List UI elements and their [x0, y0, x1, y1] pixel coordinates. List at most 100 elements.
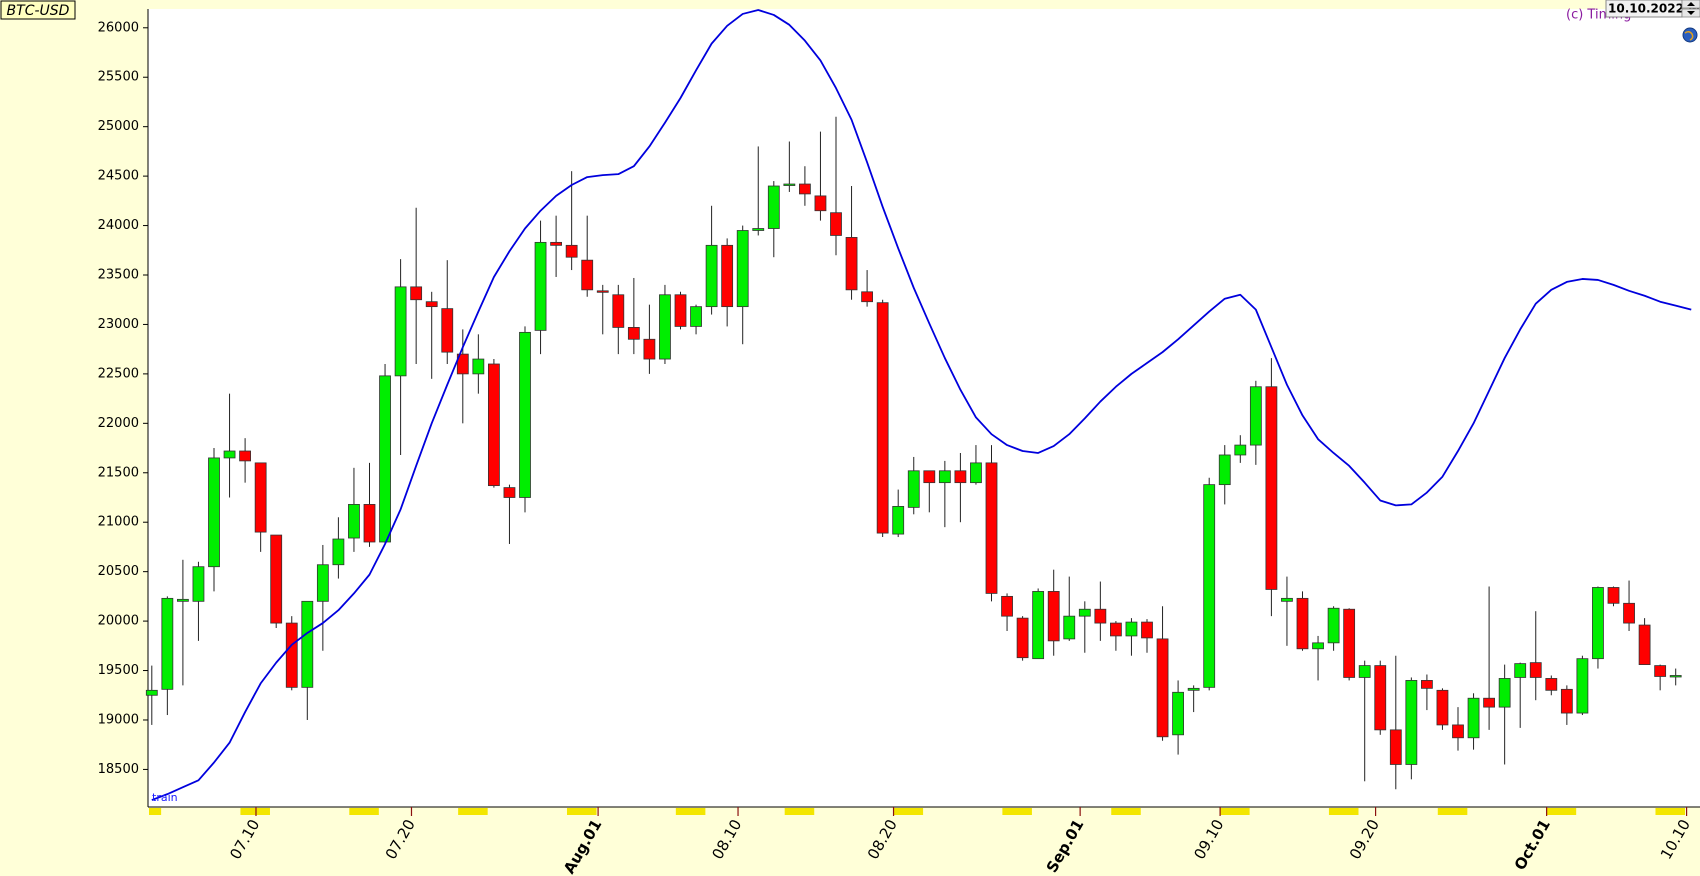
candle-body: [721, 244, 734, 308]
candle-body: [332, 538, 345, 566]
candle-body: [472, 358, 485, 375]
candle-body: [192, 566, 205, 602]
candle-body: [767, 185, 780, 229]
candles: [145, 116, 1682, 790]
candle-body: [581, 259, 594, 291]
scroll-down-arrow[interactable]: [1687, 11, 1695, 15]
candle-body: [1623, 602, 1635, 624]
candle-body: [441, 308, 454, 353]
candle-body: [316, 564, 329, 602]
candle-body: [659, 294, 671, 360]
candle-body: [1436, 689, 1449, 726]
weekend-marker: [675, 808, 706, 815]
candle-body: [379, 375, 391, 543]
candle-body: [1032, 591, 1045, 660]
candle-body: [487, 363, 500, 487]
candle-body: [301, 600, 314, 688]
candle-body: [876, 302, 889, 534]
candle-body: [363, 504, 376, 543]
candle-body: [814, 195, 827, 212]
candle-body: [1249, 386, 1262, 446]
candle-body: [270, 534, 283, 624]
chart-title: BTC-USD: [7, 3, 70, 19]
y-tick-label: 23000: [98, 317, 139, 332]
candle-body: [239, 450, 252, 462]
candle-body: [550, 241, 562, 246]
candle-body: [1234, 444, 1247, 456]
candle-body: [1514, 663, 1527, 678]
candle-body: [643, 338, 656, 360]
y-tick-label: 19000: [98, 712, 139, 727]
date-box-text[interactable]: 10.10.2022 M: [1608, 2, 1700, 16]
candle-body: [254, 462, 267, 533]
candle-body: [830, 212, 842, 236]
candle-body: [1016, 617, 1029, 659]
candle-body: [410, 286, 423, 301]
candle-body: [425, 301, 438, 308]
candle-body: [503, 487, 516, 498]
candle-body: [1545, 678, 1558, 691]
candle-body: [938, 470, 951, 484]
y-tick-label: 20500: [98, 564, 139, 579]
candle-body: [519, 331, 531, 498]
title-box: [0, 0, 76, 20]
y-tick-label: 21500: [98, 465, 139, 480]
candle-body: [1358, 665, 1371, 678]
candle-body: [1296, 597, 1309, 650]
weekend-marker: [784, 808, 815, 815]
candle-body: [1281, 597, 1293, 602]
candle-body: [223, 450, 236, 459]
candle-body: [1654, 665, 1667, 677]
candle-body: [1187, 687, 1200, 691]
weekend-marker: [349, 808, 379, 815]
candle-body: [1265, 386, 1278, 590]
candle-body: [1327, 607, 1340, 644]
corner-label: train: [152, 791, 178, 804]
candle-body: [1172, 691, 1184, 736]
y-tick-label: 25500: [98, 70, 139, 85]
candle-body: [1110, 622, 1122, 637]
candle-body: [845, 237, 858, 291]
candle-body: [1001, 595, 1013, 617]
candle-body: [1156, 638, 1169, 738]
candle-body: [565, 244, 578, 258]
weekend-marker: [1655, 808, 1686, 815]
candle-body: [1078, 608, 1091, 617]
y-tick-label: 22000: [98, 416, 139, 431]
candle-body: [1421, 680, 1433, 689]
date-box[interactable]: [1605, 0, 1683, 18]
y-tick-label: 24500: [98, 169, 139, 184]
candle-body: [1529, 662, 1542, 678]
candle-body: [1125, 621, 1138, 637]
candle-body: [456, 353, 469, 375]
candle-body: [348, 504, 360, 539]
candle-body: [1576, 658, 1589, 714]
y-tick-label: 24000: [98, 218, 139, 233]
y-tick-label: 19500: [98, 663, 139, 678]
candle-body: [1063, 615, 1076, 640]
candle-body: [799, 183, 811, 195]
candle-body: [1141, 621, 1153, 639]
candle-body: [612, 294, 625, 328]
scroll-up-arrow[interactable]: [1687, 2, 1695, 6]
candle-body: [1218, 454, 1231, 486]
weekend-markers: [149, 808, 1686, 815]
weekend-marker: [149, 808, 162, 815]
candle-body: [907, 470, 920, 508]
y-tick-label: 26000: [98, 20, 139, 35]
weekend-marker: [893, 808, 924, 815]
candle-body: [783, 183, 796, 186]
indicator-lines: [151, 9, 1692, 801]
weekend-marker: [458, 808, 488, 815]
candle-body: [861, 291, 873, 303]
candle-body: [892, 505, 905, 535]
candle-body: [1343, 608, 1356, 678]
candle-body: [970, 462, 982, 484]
candle-body: [1669, 675, 1682, 678]
weekend-marker: [1220, 808, 1250, 815]
indicator-line: [151, 9, 1692, 801]
candle-body: [1592, 587, 1604, 660]
candle-body: [705, 244, 718, 308]
